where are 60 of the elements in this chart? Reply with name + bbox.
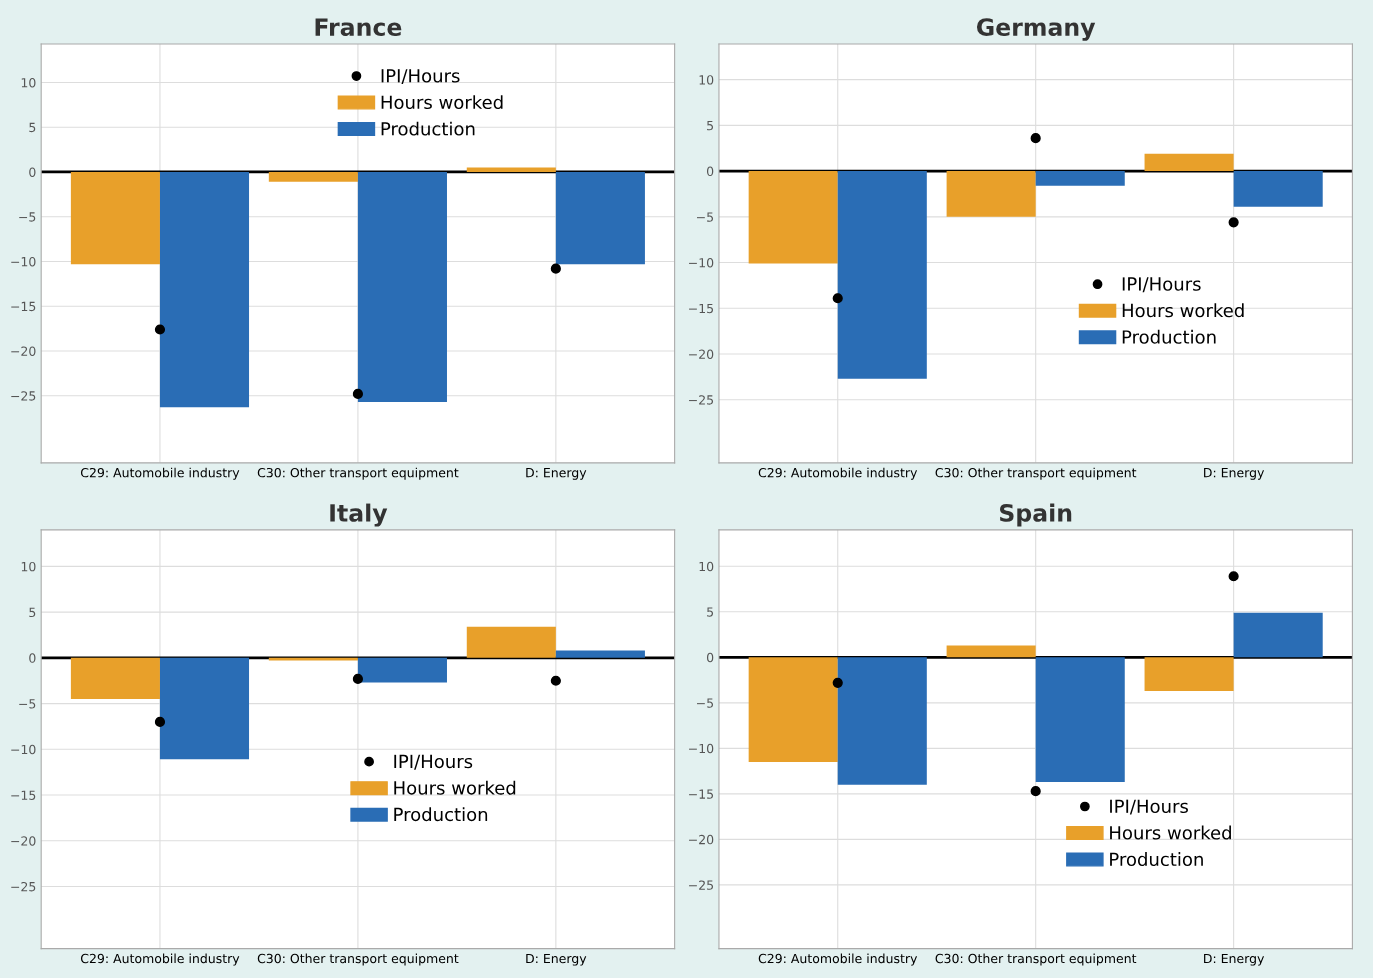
legend-label: IPI/Hours xyxy=(394,754,473,770)
y-tick-label: −15 xyxy=(689,303,714,314)
y-tick-label: 0 xyxy=(29,167,36,177)
chart-title: France xyxy=(315,18,402,37)
y-tick-label: −5 xyxy=(697,212,714,222)
y-tick-label: −20 xyxy=(689,349,714,359)
legend-label: Hours worked xyxy=(394,780,516,795)
y-tick-label: 5 xyxy=(707,607,714,617)
y-tick-label: −15 xyxy=(689,789,714,799)
y-tick-label: 10 xyxy=(699,561,714,572)
y-tick-label: −15 xyxy=(11,301,36,312)
y-tick-label: −25 xyxy=(689,880,714,890)
y-tick-label: 5 xyxy=(29,607,36,618)
legend-label: Hours worked xyxy=(381,95,503,110)
y-tick-label: −15 xyxy=(11,790,36,800)
y-tick-label: 0 xyxy=(706,166,714,177)
chart-title: Germany xyxy=(976,18,1096,41)
y-tick-label: −20 xyxy=(689,834,714,845)
y-tick-label: −10 xyxy=(689,743,714,754)
y-tick-label: −20 xyxy=(11,346,36,356)
y-tick-label: −25 xyxy=(11,391,36,401)
y-tick-label: 10 xyxy=(699,75,714,85)
y-tick-label: 10 xyxy=(21,561,36,572)
y-tick-label: 5 xyxy=(707,121,714,131)
legend-label: IPI/Hours xyxy=(1110,799,1188,815)
legend-label: Production xyxy=(1110,852,1203,867)
y-tick-label: −5 xyxy=(697,698,714,708)
y-tick-label: −10 xyxy=(689,258,714,268)
legend-label: Production xyxy=(1122,329,1216,344)
x-tick-label: D: Energy xyxy=(526,468,587,480)
y-tick-label: −5 xyxy=(19,699,36,709)
x-tick-label: C29: Automobile industry xyxy=(80,467,240,480)
x-tick-label: C29: Automobile industry xyxy=(80,953,240,966)
y-tick-label: −25 xyxy=(689,395,714,405)
y-tick-label: −25 xyxy=(11,881,36,892)
y-tick-label: −5 xyxy=(19,212,36,222)
x-tick-label: C30: Other transport equipment xyxy=(257,953,459,966)
x-tick-label: D: Energy xyxy=(1204,953,1265,966)
y-tick-label: 0 xyxy=(29,653,36,663)
x-tick-label: C29: Automobile industry xyxy=(758,467,918,480)
chart-title: Spain xyxy=(1000,503,1072,527)
y-tick-label: −10 xyxy=(11,744,36,755)
chart-title: Italy xyxy=(330,503,388,527)
y-tick-label: 0 xyxy=(706,652,714,663)
y-tick-label: −20 xyxy=(11,836,36,846)
x-tick-label: C30: Other transport equipment xyxy=(935,953,1137,966)
x-tick-label: D: Energy xyxy=(526,953,587,966)
legend-label: Hours worked xyxy=(1110,825,1231,840)
legend-label: IPI/Hours xyxy=(1122,277,1201,293)
legend-label: Production xyxy=(381,121,475,136)
y-tick-label: −10 xyxy=(11,256,36,267)
x-tick-label: D: Energy xyxy=(1204,468,1265,480)
y-tick-label: 5 xyxy=(29,122,36,133)
x-tick-label: C30: Other transport equipment xyxy=(935,467,1137,480)
x-tick-label: C30: Other transport equipment xyxy=(257,467,459,480)
legend-label: Hours worked xyxy=(1122,303,1244,318)
legend-label: IPI/Hours xyxy=(381,69,460,85)
legend-label: Production xyxy=(394,807,488,822)
y-tick-label: 10 xyxy=(21,77,36,88)
x-tick-label: C29: Automobile industry xyxy=(758,953,918,966)
